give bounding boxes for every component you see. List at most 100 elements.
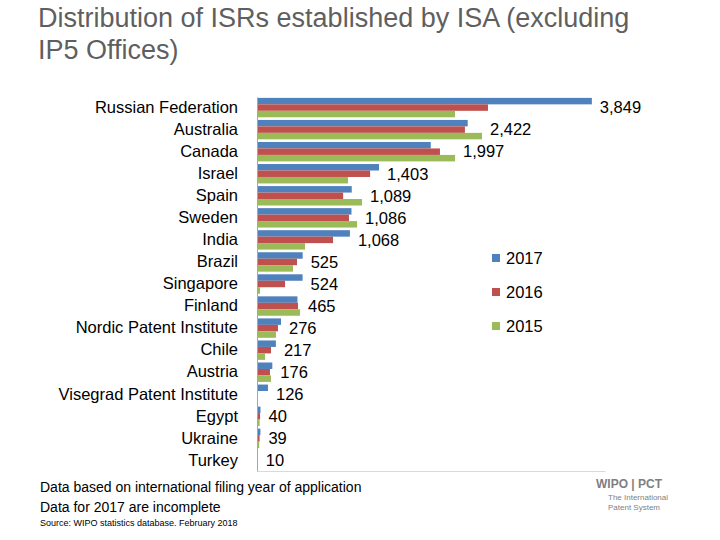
y-tick: Nordic Patent Institute [76,318,257,336]
logo-text: The International [608,493,668,502]
y-tick-label: Spain [196,186,238,204]
bar [257,155,455,161]
y-tick-label: Austria [187,362,239,380]
bar [257,274,303,280]
y-tick: Singapore [163,274,257,292]
y-tick: Chile [200,340,257,358]
y-tick: Finland [184,296,257,314]
bar [257,142,431,148]
bar [257,369,270,375]
x-axis-line [258,471,606,472]
bar [257,265,293,271]
bar [257,215,349,221]
bar-series [257,98,592,457]
bar [257,353,265,359]
bar [257,111,455,117]
y-tick-label: Egypt [196,407,239,425]
y-axis: Russian FederationAustraliaCanadaIsraelS… [59,98,258,472]
bars [257,98,592,457]
y-tick-label: Visegrad Patent Institute [59,385,238,403]
y-tick: Spain [196,186,257,204]
logo-text: Patent System [608,503,660,512]
data-label: 217 [284,341,312,359]
y-tick: India [202,230,257,248]
bar [257,363,272,369]
bar [257,259,297,265]
data-label: 524 [311,275,339,293]
bar [257,193,343,199]
y-tick-label: Brazil [197,252,238,270]
data-label: 39 [268,429,286,447]
bar [257,98,592,104]
data-label: 3,849 [600,98,641,116]
y-tick-label: Ukraine [181,429,238,447]
annotations: Data based on international filing year … [40,477,668,528]
y-tick: Egypt [196,407,257,425]
bar [257,120,468,126]
bar [257,148,440,154]
legend-item: 2017 [492,249,543,267]
y-tick: Ukraine [181,429,257,447]
y-tick-label: Nordic Patent Institute [76,318,238,336]
y-tick-label: Israel [198,164,238,182]
bar [257,230,350,236]
data-label: 1,997 [463,142,504,160]
bar-series [257,104,488,441]
bar [257,309,300,315]
bar [257,171,370,177]
bar [257,104,488,110]
bar [257,325,278,331]
y-tick: Turkey [188,451,257,469]
data-label: 176 [280,363,308,381]
y-tick-label: Russian Federation [95,98,238,116]
bar [257,318,281,324]
chart-svg: Russian FederationAustraliaCanadaIsraelS… [0,0,720,540]
bar [257,126,465,132]
y-tick: Israel [198,164,257,182]
footnote: Data for 2017 are incomplete [40,499,221,515]
footnote: Source: WIPO statistics database. Februa… [40,518,238,528]
bar [257,221,357,227]
data-label: 10 [266,451,284,469]
bar [257,199,362,205]
data-label: 525 [311,253,339,271]
bar-series [257,111,482,448]
y-tick-label: India [202,230,239,248]
y-tick-label: Canada [180,142,239,160]
data-label: 40 [268,407,286,425]
y-tick-label: Finland [184,296,238,314]
legend-swatch [492,288,500,296]
chart-title: Distribution of ISRs established by ISA … [38,2,638,66]
logo-text: WIPO | PCT [596,477,663,491]
legend-item: 2016 [492,283,543,301]
legend-label: 2017 [506,249,543,267]
bar [257,375,271,381]
y-tick: Austria [187,362,257,380]
bar [257,340,276,346]
data-labels: 3,8492,4221,9971,4031,0891,0861,06852552… [266,98,641,469]
data-label: 126 [276,385,304,403]
x-axis [258,471,606,472]
legend-swatch [492,254,500,262]
data-label: 1,089 [370,187,411,205]
data-label: 1,068 [358,231,399,249]
bar [257,303,298,309]
footnote: Data based on international filing year … [40,479,361,495]
y-tick-label: Sweden [178,208,238,226]
data-label: 1,086 [365,209,406,227]
bar [257,133,482,139]
bar [257,385,268,391]
bar [257,296,297,302]
y-tick-label: Chile [200,340,238,358]
data-label: 2,422 [490,120,531,138]
data-label: 276 [289,319,317,337]
y-tick-label: Turkey [188,451,239,469]
legend-label: 2015 [506,317,543,335]
legend: 2017 2016 2015 [492,249,543,335]
bar [257,331,276,337]
bar [257,237,333,243]
bar [257,164,379,170]
bar [257,208,351,214]
legend-item: 2015 [492,317,543,335]
data-label: 465 [308,297,336,315]
